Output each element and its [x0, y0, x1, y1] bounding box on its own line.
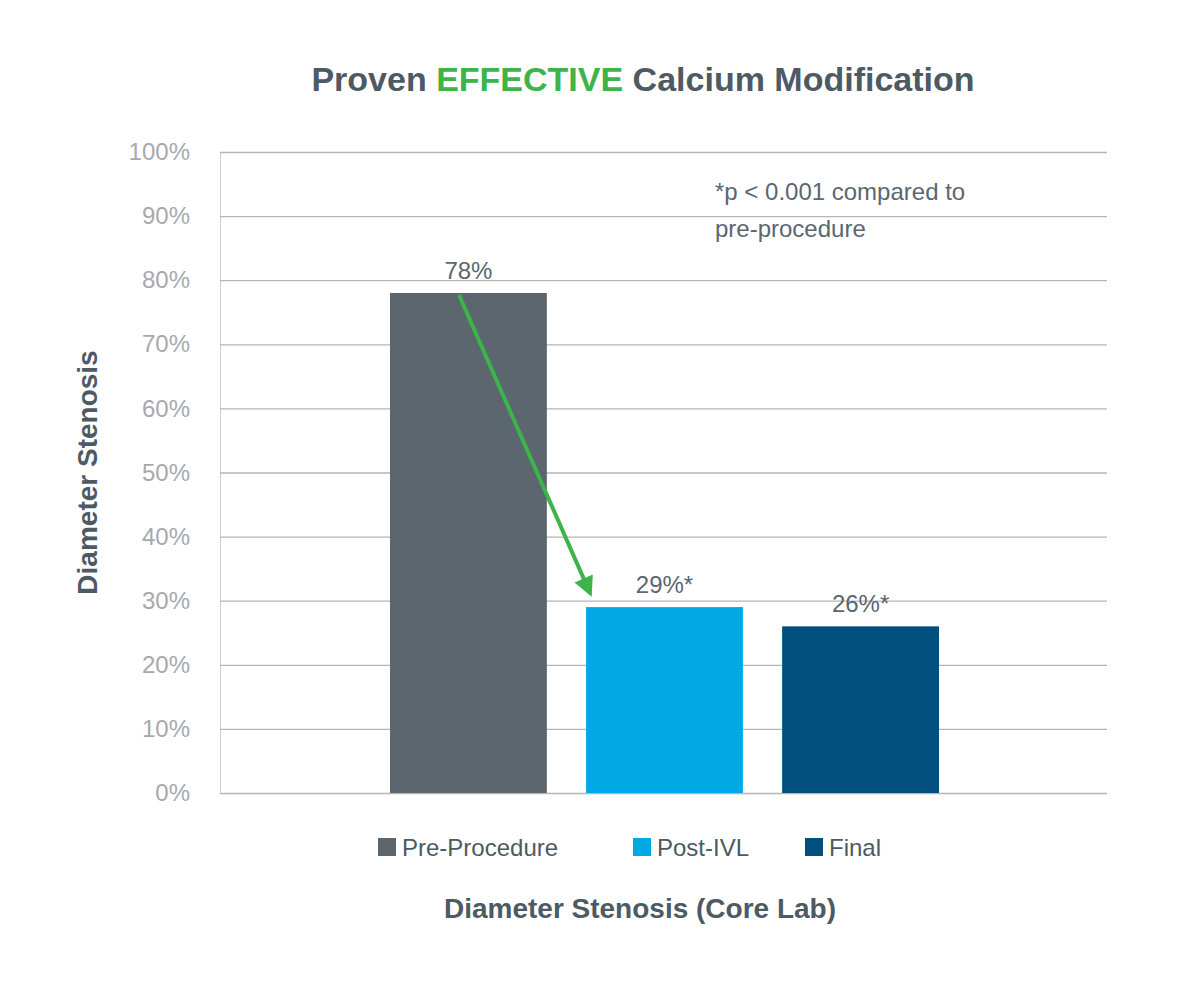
legend-label: Post-IVL [657, 834, 749, 861]
title: Proven EFFECTIVE Calcium Modification [311, 60, 974, 98]
grid-line [220, 344, 1107, 345]
tick-label: 10% [142, 715, 190, 742]
tick: 40% [142, 523, 1107, 550]
tick-label: 0% [155, 779, 190, 806]
tick-label: 50% [142, 459, 190, 486]
grid-line [220, 536, 1107, 537]
grid-line [220, 280, 1107, 281]
legend-item: Final [805, 834, 881, 861]
legend-swatch [378, 838, 396, 856]
bars [390, 293, 939, 793]
legend-swatch [805, 838, 823, 856]
arrow [459, 295, 590, 593]
data-label: 29%* [636, 571, 693, 598]
grid-line [220, 793, 1107, 794]
x-axis-title: Diameter Stenosis (Core Lab) [444, 893, 836, 924]
chart: Proven EFFECTIVE Calcium Modification 0% 1… [0, 0, 1200, 992]
grid-line [220, 216, 1107, 217]
grid-line [220, 601, 1107, 602]
tick: 100% [129, 138, 1107, 165]
legend: Pre-Procedure Post-IVL Final [378, 834, 881, 861]
tick: 80% [142, 266, 1107, 293]
y-axis-title: Diameter Stenosis [72, 350, 103, 594]
tick-label: 40% [142, 523, 190, 550]
data-labels: 78% 29%* 26%* [444, 257, 889, 617]
legend-label: Final [829, 834, 881, 861]
tick-label: 90% [142, 202, 190, 229]
grid-line [220, 472, 1107, 473]
tick-label: 70% [142, 330, 190, 357]
legend-swatch [633, 838, 651, 856]
tick-label: 80% [142, 266, 190, 293]
y-axis: 0% 10% 20% 30% 40% 50% 60% 70% 80% 90% 100% [129, 138, 1107, 806]
tick: 50% [142, 459, 1107, 486]
bar [782, 626, 939, 793]
tick: 90% [142, 202, 1107, 229]
tick-label: 100% [129, 138, 190, 165]
tick: 70% [142, 330, 1107, 357]
grid-line [220, 408, 1107, 409]
legend-item: Pre-Procedure [378, 834, 558, 861]
bar [390, 293, 547, 793]
legend-item: Post-IVL [633, 834, 749, 861]
legend-label: Pre-Procedure [402, 834, 558, 861]
annotation-text: pre-procedure [715, 215, 866, 242]
annotation: *p < 0.001 compared to pre-procedure [715, 178, 965, 242]
data-label: 78% [444, 257, 492, 284]
bar [586, 607, 743, 793]
tick-label: 20% [142, 651, 190, 678]
tick-label: 30% [142, 587, 190, 614]
grid-line [220, 152, 1107, 153]
tick: 60% [142, 395, 1107, 422]
annotation-text: *p < 0.001 compared to [715, 178, 965, 205]
data-label: 26%* [832, 590, 889, 617]
tick-label: 60% [142, 395, 190, 422]
